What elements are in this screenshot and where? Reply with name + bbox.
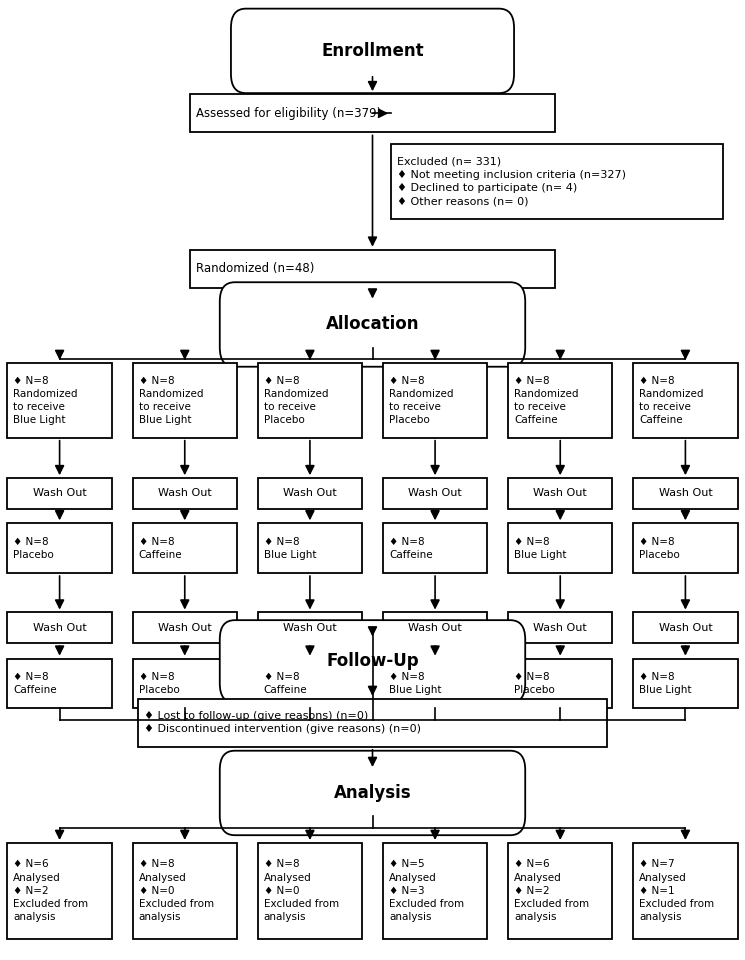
FancyBboxPatch shape xyxy=(7,612,112,643)
Text: ♦ N=8
Analysed
♦ N=0
Excluded from
analysis: ♦ N=8 Analysed ♦ N=0 Excluded from analy… xyxy=(264,859,339,923)
FancyBboxPatch shape xyxy=(138,699,607,747)
Text: Wash Out: Wash Out xyxy=(283,489,337,498)
FancyBboxPatch shape xyxy=(383,612,487,643)
FancyBboxPatch shape xyxy=(7,523,112,573)
Text: ♦ N=8
Caffeine: ♦ N=8 Caffeine xyxy=(13,672,57,695)
Text: Wash Out: Wash Out xyxy=(158,489,212,498)
Text: Assessed for eligibility (n=379): Assessed for eligibility (n=379) xyxy=(196,107,381,120)
FancyBboxPatch shape xyxy=(383,478,487,509)
Text: Wash Out: Wash Out xyxy=(659,489,712,498)
Text: Wash Out: Wash Out xyxy=(659,623,712,633)
FancyBboxPatch shape xyxy=(190,250,555,288)
Text: ♦ N=8
Placebo: ♦ N=8 Placebo xyxy=(639,537,680,560)
FancyBboxPatch shape xyxy=(133,612,237,643)
FancyBboxPatch shape xyxy=(133,523,237,573)
Text: ♦ N=8
Randomized
to receive
Caffeine: ♦ N=8 Randomized to receive Caffeine xyxy=(639,375,704,425)
FancyBboxPatch shape xyxy=(383,523,487,573)
Text: Allocation: Allocation xyxy=(326,316,419,333)
FancyBboxPatch shape xyxy=(258,478,362,509)
Text: ♦ N=8
Caffeine: ♦ N=8 Caffeine xyxy=(264,672,308,695)
FancyBboxPatch shape xyxy=(508,612,612,643)
FancyBboxPatch shape xyxy=(383,843,487,939)
Text: ♦ N=8
Placebo: ♦ N=8 Placebo xyxy=(139,672,180,695)
FancyBboxPatch shape xyxy=(508,363,612,438)
FancyBboxPatch shape xyxy=(133,843,237,939)
Text: ♦ N=8
Blue Light: ♦ N=8 Blue Light xyxy=(639,672,691,695)
FancyBboxPatch shape xyxy=(258,659,362,708)
FancyBboxPatch shape xyxy=(258,843,362,939)
FancyBboxPatch shape xyxy=(133,478,237,509)
FancyBboxPatch shape xyxy=(133,363,237,438)
Text: ♦ N=6
Analysed
♦ N=2
Excluded from
analysis: ♦ N=6 Analysed ♦ N=2 Excluded from analy… xyxy=(514,859,589,923)
Text: ♦ N=8
Randomized
to receive
Caffeine: ♦ N=8 Randomized to receive Caffeine xyxy=(514,375,579,425)
Text: ♦ N=8
Randomized
to receive
Blue Light: ♦ N=8 Randomized to receive Blue Light xyxy=(139,375,203,425)
FancyBboxPatch shape xyxy=(220,620,525,703)
FancyBboxPatch shape xyxy=(633,612,738,643)
FancyBboxPatch shape xyxy=(231,9,514,93)
FancyBboxPatch shape xyxy=(258,523,362,573)
FancyBboxPatch shape xyxy=(633,523,738,573)
FancyBboxPatch shape xyxy=(258,363,362,438)
Text: ♦ N=8
Randomized
to receive
Blue Light: ♦ N=8 Randomized to receive Blue Light xyxy=(13,375,78,425)
FancyBboxPatch shape xyxy=(633,478,738,509)
Text: Wash Out: Wash Out xyxy=(408,489,462,498)
FancyBboxPatch shape xyxy=(190,94,555,132)
Text: ♦ N=8
Analysed
♦ N=0
Excluded from
analysis: ♦ N=8 Analysed ♦ N=0 Excluded from analy… xyxy=(139,859,214,923)
FancyBboxPatch shape xyxy=(7,843,112,939)
FancyBboxPatch shape xyxy=(383,659,487,708)
Text: ♦ N=8
Randomized
to receive
Placebo: ♦ N=8 Randomized to receive Placebo xyxy=(264,375,329,425)
FancyBboxPatch shape xyxy=(7,363,112,438)
Text: ♦ Lost to follow-up (give reasons) (n=0)
♦ Discontinued intervention (give reaso: ♦ Lost to follow-up (give reasons) (n=0)… xyxy=(144,711,421,734)
Text: Wash Out: Wash Out xyxy=(33,623,86,633)
FancyBboxPatch shape xyxy=(508,659,612,708)
Text: Analysis: Analysis xyxy=(334,784,411,802)
Text: ♦ N=8
Blue Light: ♦ N=8 Blue Light xyxy=(264,537,316,560)
Text: Randomized (n=48): Randomized (n=48) xyxy=(196,262,314,276)
Text: ♦ N=8
Placebo: ♦ N=8 Placebo xyxy=(514,672,555,695)
FancyBboxPatch shape xyxy=(508,478,612,509)
FancyBboxPatch shape xyxy=(258,612,362,643)
Text: ♦ N=8
Caffeine: ♦ N=8 Caffeine xyxy=(389,537,433,560)
Text: ♦ N=8
Blue Light: ♦ N=8 Blue Light xyxy=(514,537,566,560)
FancyBboxPatch shape xyxy=(133,659,237,708)
Text: Wash Out: Wash Out xyxy=(33,489,86,498)
FancyBboxPatch shape xyxy=(220,282,525,367)
FancyBboxPatch shape xyxy=(633,363,738,438)
Text: Enrollment: Enrollment xyxy=(321,42,424,60)
Text: Excluded (n= 331)
♦ Not meeting inclusion criteria (n=327)
♦ Declined to partici: Excluded (n= 331) ♦ Not meeting inclusio… xyxy=(397,156,626,206)
Text: ♦ N=7
Analysed
♦ N=1
Excluded from
analysis: ♦ N=7 Analysed ♦ N=1 Excluded from analy… xyxy=(639,859,714,923)
Text: Wash Out: Wash Out xyxy=(408,623,462,633)
Text: ♦ N=6
Analysed
♦ N=2
Excluded from
analysis: ♦ N=6 Analysed ♦ N=2 Excluded from analy… xyxy=(13,859,89,923)
FancyBboxPatch shape xyxy=(633,659,738,708)
Text: Wash Out: Wash Out xyxy=(158,623,212,633)
Text: ♦ N=8
Placebo: ♦ N=8 Placebo xyxy=(13,537,54,560)
Text: ♦ N=8
Caffeine: ♦ N=8 Caffeine xyxy=(139,537,183,560)
FancyBboxPatch shape xyxy=(7,478,112,509)
FancyBboxPatch shape xyxy=(383,363,487,438)
Text: Wash Out: Wash Out xyxy=(283,623,337,633)
FancyBboxPatch shape xyxy=(220,751,525,835)
Text: ♦ N=5
Analysed
♦ N=3
Excluded from
analysis: ♦ N=5 Analysed ♦ N=3 Excluded from analy… xyxy=(389,859,464,923)
FancyBboxPatch shape xyxy=(391,144,723,219)
FancyBboxPatch shape xyxy=(508,843,612,939)
FancyBboxPatch shape xyxy=(7,659,112,708)
Text: Follow-Up: Follow-Up xyxy=(326,653,419,670)
Text: ♦ N=8
Randomized
to receive
Placebo: ♦ N=8 Randomized to receive Placebo xyxy=(389,375,454,425)
Text: Wash Out: Wash Out xyxy=(533,489,587,498)
FancyBboxPatch shape xyxy=(508,523,612,573)
Text: ♦ N=8
Blue Light: ♦ N=8 Blue Light xyxy=(389,672,441,695)
FancyBboxPatch shape xyxy=(633,843,738,939)
Text: Wash Out: Wash Out xyxy=(533,623,587,633)
